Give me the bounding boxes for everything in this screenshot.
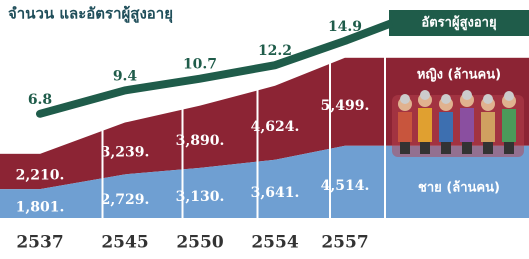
x-tick-label: 2550 xyxy=(176,233,223,253)
value-label: 3,239. xyxy=(101,144,150,160)
x-tick-label: 2554 xyxy=(251,233,298,253)
value-label: 4,624. xyxy=(251,119,300,135)
value-label: 4,514. xyxy=(321,178,370,194)
value-label: 2,210. xyxy=(16,168,65,184)
ratio-label: 10.7 xyxy=(183,57,217,73)
value-label: 3,641. xyxy=(251,185,300,201)
legend-label: ชาย (ล้านคน) xyxy=(418,180,500,196)
chart-title: จำนวน และอัตราผู้สูงอายุ xyxy=(8,5,173,24)
chart: จำนวน และอัตราผู้สูงอายุ 6.8 2,210. 1,801.… xyxy=(0,0,529,259)
x-tick-label: 2537 xyxy=(16,233,63,253)
ratio-label: 9.4 xyxy=(113,68,138,84)
x-tick-label: 2545 xyxy=(101,233,148,253)
value-label: 3,890. xyxy=(176,133,225,149)
value-label: 2,729. xyxy=(101,192,150,208)
ratio-label: 12.2 xyxy=(258,43,292,59)
x-tick-label: 2557 xyxy=(321,233,368,253)
legend-label: อัตราผู้สูงอายุ xyxy=(421,15,496,31)
value-label: 1,801. xyxy=(16,200,65,216)
ratio-label: 6.8 xyxy=(28,92,52,108)
ratio-label: 14.9 xyxy=(328,19,362,35)
value-label: 5,499. xyxy=(321,98,370,114)
value-label: 3,130. xyxy=(176,189,225,205)
elderly-illustration xyxy=(392,90,524,157)
legend-label: หญิง (ล้านคน) xyxy=(417,67,501,83)
